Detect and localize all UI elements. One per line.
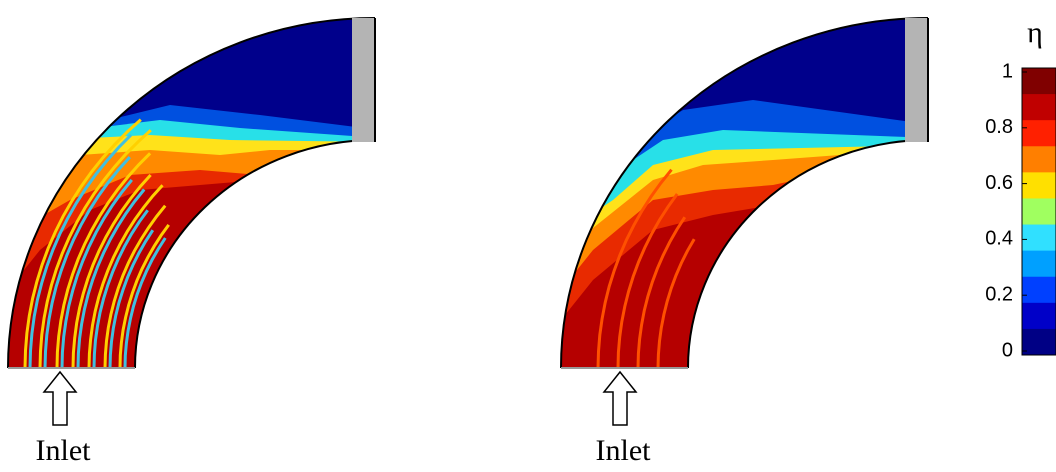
streak [108, 229, 155, 368]
contour-panel: Inlet [7, 17, 376, 467]
colorbar-tick-label: 0.2 [985, 283, 1013, 305]
colorbar: η 0 0.2 0.4 0.6 0.8 1 [985, 16, 1056, 361]
inlet-label: Inlet [596, 434, 652, 467]
streak [60, 178, 133, 368]
colorbar-band [1022, 146, 1056, 173]
streak [616, 193, 679, 368]
colorbar-band [1022, 276, 1056, 304]
colorbar-title: η [1027, 16, 1043, 49]
streak [118, 224, 170, 368]
streak [23, 118, 142, 368]
colorbar-tick-label: 1 [1002, 60, 1013, 82]
streak [71, 173, 152, 368]
streak [656, 238, 696, 368]
streak [43, 156, 131, 368]
streak [636, 216, 687, 368]
streak [38, 129, 152, 368]
colorbar-band [1022, 328, 1056, 356]
colorbar-tick-label: 0.8 [985, 116, 1013, 138]
streak [596, 168, 673, 368]
colorbar-band [1022, 224, 1056, 252]
inlet-label: Inlet [36, 434, 92, 467]
streak [28, 133, 133, 368]
colorbar-band [1022, 94, 1056, 121]
streak [55, 152, 152, 368]
colorbar-tick-label: 0 [1002, 339, 1013, 361]
colorbar-band [1022, 198, 1056, 226]
colorbar-band [1022, 120, 1056, 147]
colorbar-band [1022, 302, 1056, 330]
streak [103, 204, 167, 368]
streak [92, 209, 149, 368]
streak [76, 188, 146, 368]
colorbar-band [1022, 172, 1056, 199]
colorbar-tick-label: 0.6 [985, 172, 1013, 194]
contour-panel: Inlet [560, 17, 929, 467]
streak [87, 184, 164, 368]
colorbar-band [1022, 68, 1056, 95]
streak [123, 237, 167, 368]
colorbar-tick-label: 0.4 [985, 228, 1013, 250]
colorbar-band [1022, 250, 1056, 278]
